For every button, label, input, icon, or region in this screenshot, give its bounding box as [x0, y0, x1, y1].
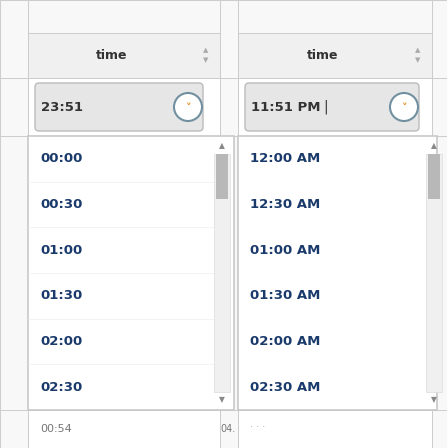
Text: ▲: ▲	[431, 142, 437, 151]
Bar	[28, 33, 220, 78]
Bar	[426, 154, 442, 392]
Text: 12:30 AM: 12:30 AM	[250, 198, 320, 211]
Bar	[238, 33, 432, 78]
Text: ˅: ˅	[401, 103, 407, 113]
Text: ▼: ▼	[203, 57, 209, 64]
Text: 04.: 04.	[220, 424, 235, 434]
Text: ▼: ▼	[431, 396, 437, 405]
Bar	[214, 154, 230, 392]
Text: 18.: 18.	[220, 154, 235, 164]
Text: time: time	[96, 49, 128, 62]
Text: ▼: ▼	[415, 57, 421, 64]
Bar	[238, 78, 432, 136]
Text: |: |	[323, 100, 328, 114]
Text: 02:00: 02:00	[40, 335, 82, 348]
Text: 01.: 01.	[220, 336, 235, 346]
Bar	[28, 136, 234, 410]
Text: 00:54: 00:54	[40, 424, 72, 434]
Text: ▲: ▲	[219, 142, 225, 151]
Text: ▲: ▲	[203, 47, 209, 53]
Bar	[216, 154, 228, 199]
Bar	[28, 78, 220, 136]
Text: 02:00 AM: 02:00 AM	[250, 335, 320, 348]
Text: 01:00: 01:00	[40, 244, 82, 257]
FancyBboxPatch shape	[35, 83, 203, 131]
Text: ▲: ▲	[415, 47, 421, 53]
Text: 01:30 AM: 01:30 AM	[250, 289, 320, 302]
Bar	[238, 136, 437, 410]
Text: 18.: 18.	[220, 291, 235, 301]
Text: 23:51: 23:51	[41, 100, 83, 113]
Bar	[428, 154, 440, 199]
Circle shape	[390, 93, 418, 121]
Text: 12:00 AM: 12:00 AM	[250, 152, 320, 165]
Text: time: time	[307, 49, 339, 62]
Text: 01:00 AM: 01:00 AM	[250, 244, 320, 257]
Text: ▼: ▼	[219, 396, 225, 405]
Bar	[28, 410, 220, 448]
Text: 19.: 19.	[220, 245, 235, 255]
Text: 11:51 PM: 11:51 PM	[251, 100, 320, 113]
Text: 02:30 AM: 02:30 AM	[250, 381, 320, 394]
Text: 00:30: 00:30	[40, 198, 82, 211]
Text: 02:30: 02:30	[40, 381, 82, 394]
Text: ˅: ˅	[185, 103, 191, 113]
FancyBboxPatch shape	[245, 83, 419, 131]
Circle shape	[174, 93, 202, 121]
Bar	[238, 410, 432, 448]
Text: 00:00: 00:00	[40, 152, 82, 165]
Text: 01:30: 01:30	[40, 289, 82, 302]
Text: · · ·: · · ·	[250, 422, 265, 432]
